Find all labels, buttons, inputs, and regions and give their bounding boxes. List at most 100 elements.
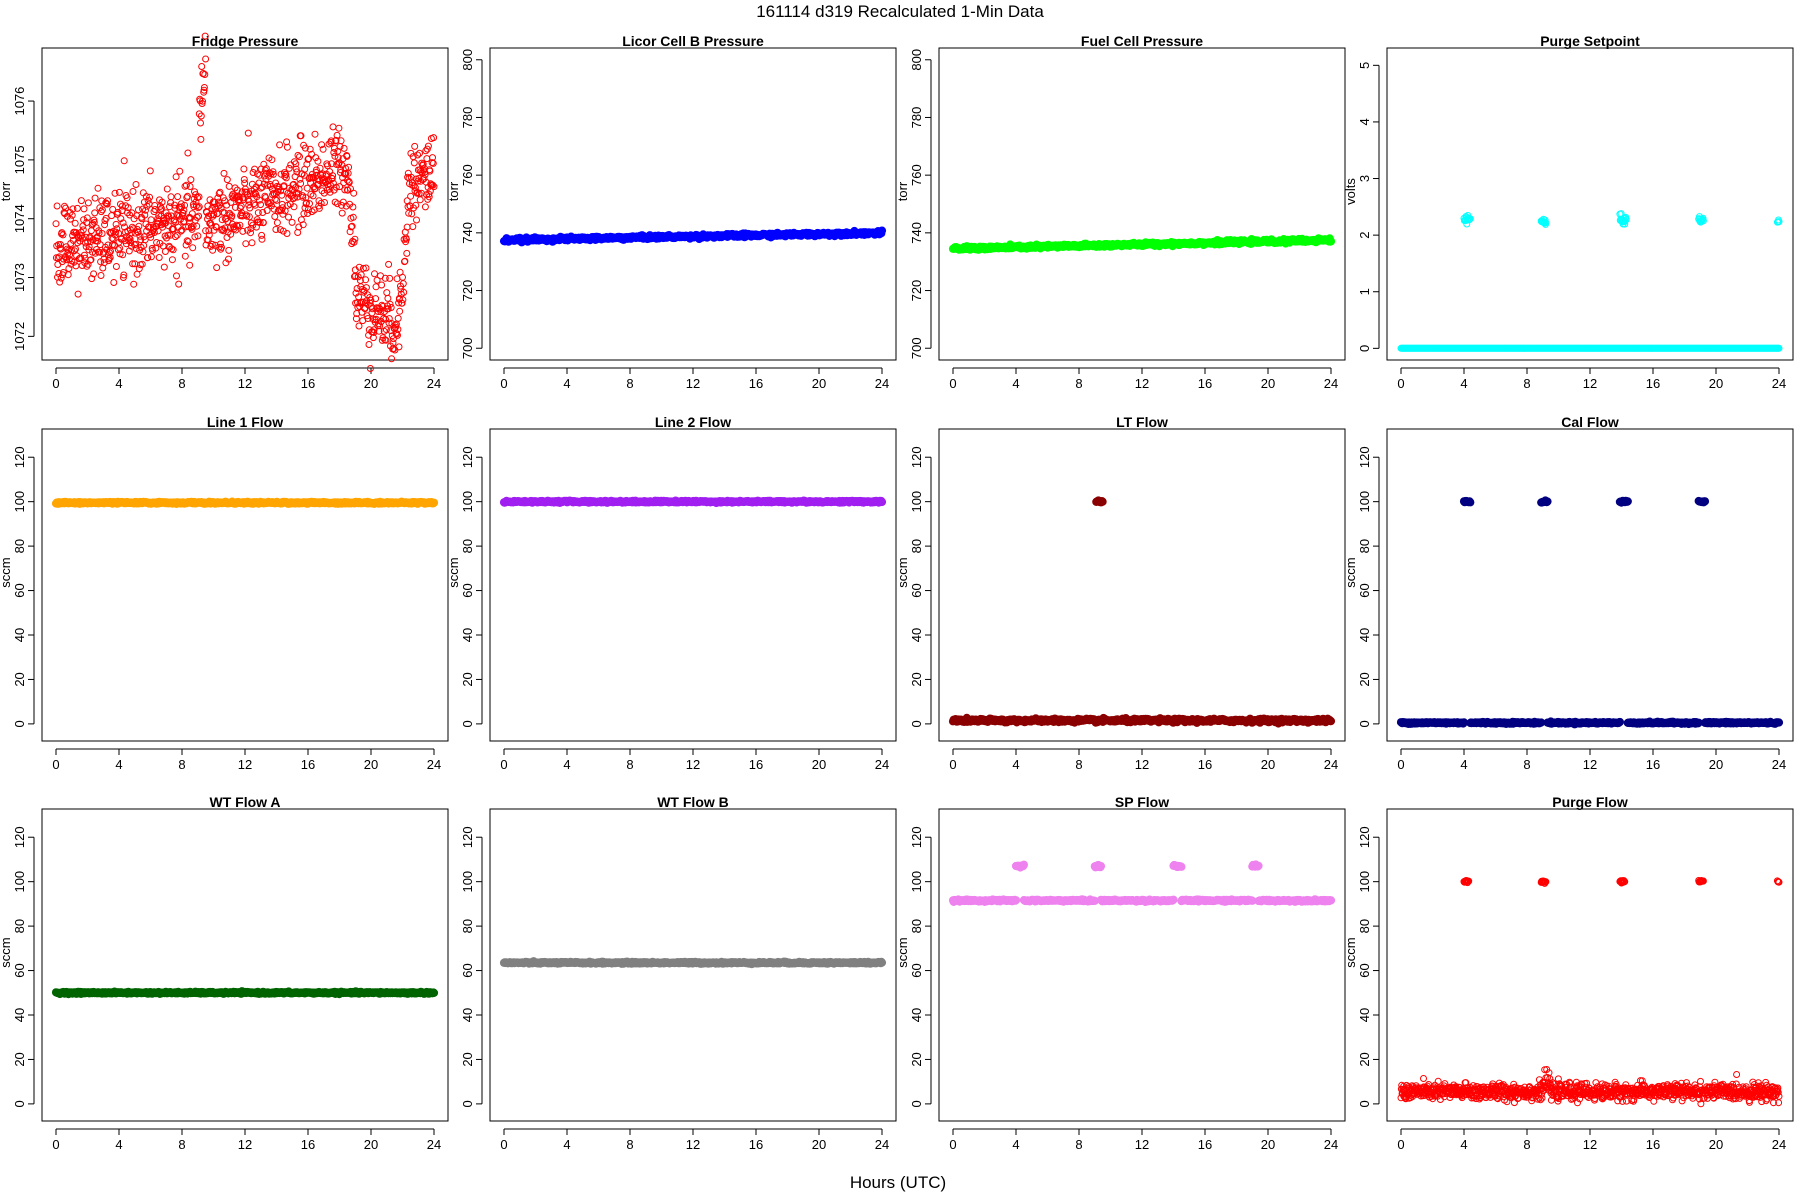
data-point <box>202 55 210 63</box>
data-point <box>142 206 149 214</box>
y-tick-label: 40 <box>460 628 475 642</box>
x-tick-label: 12 <box>1135 757 1149 772</box>
data-point <box>291 194 299 202</box>
data-point <box>385 319 393 327</box>
data-point <box>225 182 233 190</box>
data-point <box>312 154 320 162</box>
data-point <box>364 315 372 322</box>
plot-frame <box>1386 47 1794 361</box>
data-point <box>227 198 235 206</box>
y-axis-label: torr <box>0 181 13 201</box>
data-point <box>52 220 60 228</box>
data-point <box>146 167 154 175</box>
data-point <box>250 185 258 193</box>
y-tick-label: 1076 <box>12 87 27 116</box>
data-point <box>331 152 339 160</box>
data-point <box>245 201 253 209</box>
data-point <box>204 236 212 244</box>
data-point <box>147 253 155 261</box>
data-point <box>197 112 205 120</box>
y-tick-label: 2 <box>1357 232 1372 239</box>
data-point <box>325 185 333 193</box>
x-tick-label: 4 <box>115 757 122 772</box>
data-point <box>396 307 404 315</box>
data-point <box>334 154 342 162</box>
data-point <box>327 137 335 145</box>
plot-frame <box>1386 428 1794 742</box>
data-point <box>312 166 320 174</box>
data-point <box>306 200 313 208</box>
data-point <box>369 334 377 342</box>
data-point <box>174 193 182 201</box>
x-tick-label: 4 <box>563 376 570 391</box>
data-point <box>317 199 325 207</box>
data-point <box>240 176 248 183</box>
data-point <box>195 203 203 211</box>
data-point <box>403 249 411 257</box>
data-point <box>314 157 322 165</box>
data-point <box>223 234 231 241</box>
data-point <box>248 239 256 247</box>
data-point <box>144 254 152 262</box>
data-point <box>112 220 120 228</box>
data-point <box>309 173 317 181</box>
data-point <box>184 238 192 246</box>
data-point <box>429 181 437 189</box>
data-point <box>59 231 67 239</box>
data-point <box>202 227 210 235</box>
data-point <box>183 237 191 245</box>
data-point <box>347 223 355 231</box>
data-point <box>309 192 317 200</box>
y-tick-label: 80 <box>1357 539 1372 553</box>
data-point <box>147 233 155 241</box>
data-point <box>215 198 222 206</box>
data-point <box>329 172 337 180</box>
data-point <box>65 265 73 272</box>
data-point <box>335 124 343 132</box>
data-point <box>399 273 406 281</box>
plot-frame <box>489 47 897 361</box>
data-point <box>85 243 93 251</box>
data-point <box>262 194 270 202</box>
y-axis-label: volts <box>1343 178 1358 205</box>
data-point <box>303 199 310 207</box>
x-tick-label: 4 <box>1012 757 1019 772</box>
data-point <box>56 278 64 286</box>
data-point <box>342 202 350 210</box>
data-point <box>350 189 358 197</box>
data-point <box>362 284 370 292</box>
data-point <box>197 135 205 143</box>
data-point <box>91 209 99 217</box>
data-point <box>205 231 213 239</box>
data-point <box>378 336 386 344</box>
data-point <box>93 234 101 242</box>
data-point <box>109 205 117 213</box>
x-tick-label: 24 <box>875 376 889 391</box>
y-tick-label: 1074 <box>12 204 27 233</box>
data-point <box>280 182 288 190</box>
data-point <box>236 196 243 204</box>
data-point <box>191 233 199 241</box>
data-point <box>216 201 224 209</box>
y-tick-label: 0 <box>1357 720 1372 727</box>
data-point <box>343 152 351 160</box>
data-point <box>382 336 390 344</box>
data-point <box>147 216 155 224</box>
data-point <box>197 119 204 127</box>
data-point <box>179 209 187 217</box>
x-tick-label: 12 <box>686 376 700 391</box>
data-point <box>239 227 247 235</box>
data-point <box>349 213 357 221</box>
data-point <box>160 263 168 271</box>
data-point <box>66 251 74 259</box>
data-point <box>243 188 250 196</box>
panel-title: Cal Flow <box>1561 414 1619 430</box>
data-point <box>169 246 177 254</box>
data-point <box>217 204 225 212</box>
x-tick-label: 4 <box>563 757 570 772</box>
data-point <box>193 222 201 230</box>
